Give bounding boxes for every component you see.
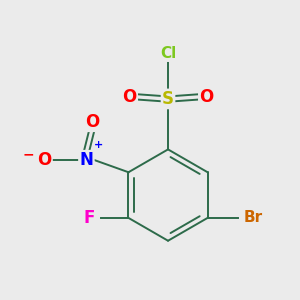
Text: O: O <box>85 113 100 131</box>
Text: N: N <box>80 151 93 169</box>
Text: F: F <box>83 209 94 227</box>
Text: −: − <box>23 147 34 161</box>
Text: Br: Br <box>244 210 263 225</box>
Text: O: O <box>200 88 214 106</box>
Text: Cl: Cl <box>160 46 176 61</box>
Text: S: S <box>162 90 174 108</box>
Text: O: O <box>37 151 52 169</box>
Text: +: + <box>94 140 103 150</box>
Text: O: O <box>122 88 137 106</box>
